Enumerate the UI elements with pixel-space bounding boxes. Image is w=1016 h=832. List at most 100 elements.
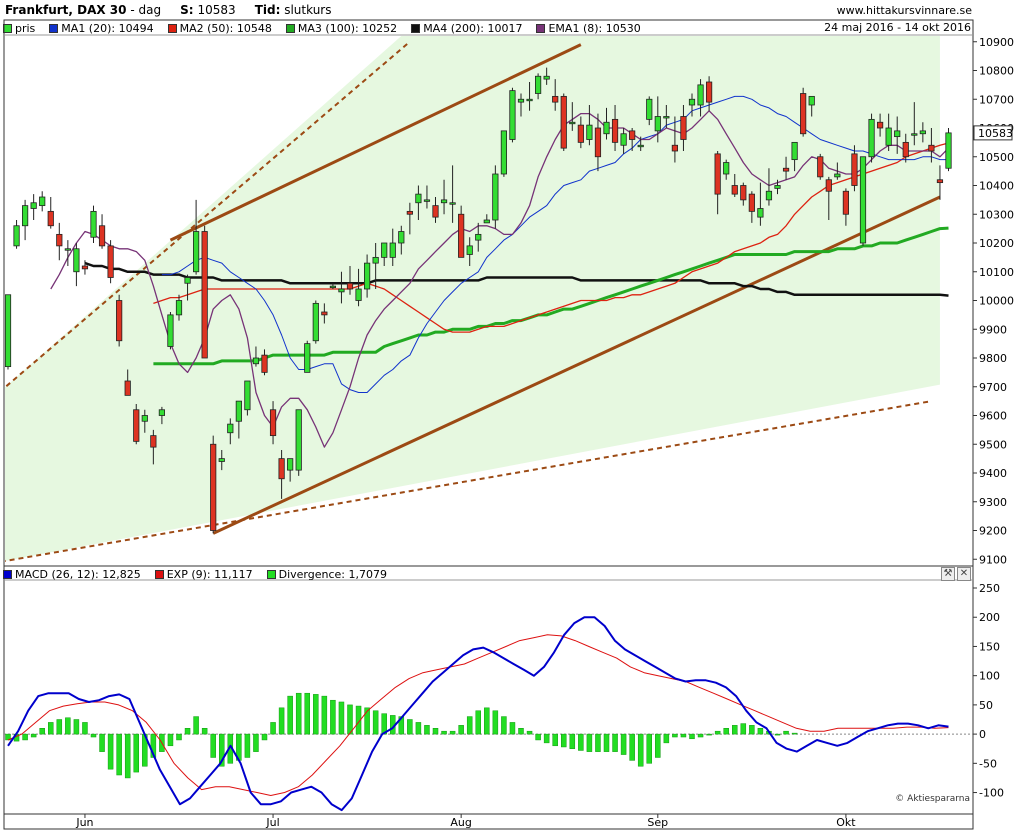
candle-body <box>774 185 781 189</box>
divergence-bar <box>543 733 550 744</box>
x-tick-label: Okt <box>836 816 856 829</box>
divergence-bar <box>706 733 712 736</box>
y-tick-label: 9200 <box>979 525 1007 538</box>
macd-line <box>7 616 949 812</box>
close-icon[interactable]: ✕ <box>957 567 971 581</box>
x-tick-label: Jul <box>265 816 279 829</box>
divergence-bar <box>526 730 533 735</box>
trendline <box>5 400 932 563</box>
candle-body <box>192 231 200 273</box>
chart-header: Frankfurt, DAX 30 - dag S: 10583 Tid: sl… <box>0 0 1016 20</box>
time-label: Tid: <box>254 3 281 17</box>
candle-body <box>714 153 721 195</box>
divergence-bar <box>321 695 328 735</box>
price-legend-item: EMA1 (8): 10530 <box>536 21 641 35</box>
candle-body <box>552 95 559 103</box>
candle-body <box>945 132 952 169</box>
y-tick-label: 10900 <box>979 36 1014 49</box>
candle-body <box>13 225 20 247</box>
candle-body <box>252 357 260 365</box>
divergence-bar <box>48 722 54 735</box>
channel-fill <box>5 36 940 562</box>
divergence-bar <box>723 728 729 735</box>
divergence-bar <box>663 733 670 744</box>
divergence-bar <box>629 733 635 761</box>
divergence-bar <box>278 707 285 735</box>
legend-label: MA3 (100): 10252 <box>297 21 398 35</box>
divergence-bar <box>90 733 97 738</box>
candle-body <box>304 343 311 373</box>
divergence-bar <box>167 733 174 747</box>
y-tick-label: 9400 <box>979 467 1007 480</box>
candle-body <box>363 262 371 290</box>
candle-body <box>218 458 225 462</box>
last-price-tag <box>973 125 1013 141</box>
candle-body <box>740 185 747 201</box>
divergence-bar <box>603 733 610 752</box>
divergence-bar <box>82 722 88 735</box>
candle-body <box>295 409 302 471</box>
trendline <box>169 43 582 242</box>
legend-label: EXP (9): 11,117 <box>166 567 253 581</box>
candle-body <box>757 208 764 218</box>
price-plot <box>5 40 952 563</box>
y-tick-label: 9500 <box>979 438 1007 451</box>
divergence-bar <box>774 733 781 736</box>
y-tick-label: 10700 <box>979 93 1014 106</box>
candle-body <box>731 185 738 195</box>
divergence-bar <box>578 733 584 751</box>
price-legend-item: MA1 (20): 10494 <box>49 22 154 35</box>
candle-body <box>415 193 422 204</box>
candle-body <box>244 380 251 411</box>
candle-body <box>697 84 704 106</box>
divergence-bar <box>150 733 157 758</box>
legend-swatch <box>285 23 295 33</box>
candle-body <box>842 190 850 215</box>
candle-body <box>269 409 277 437</box>
divergence-bar <box>193 716 199 735</box>
divergence-bar <box>535 733 541 741</box>
last-label: S: <box>180 3 194 17</box>
candle-body <box>21 205 29 227</box>
candle-body <box>329 285 337 289</box>
divergence-bar <box>620 733 627 755</box>
divergence-bar <box>338 701 345 735</box>
divergence-bar <box>65 717 71 735</box>
legend-swatch <box>536 23 546 33</box>
candle-body <box>30 202 37 209</box>
candle-body <box>175 300 183 316</box>
divergence-bar <box>56 719 63 735</box>
candle-body <box>569 121 576 125</box>
price-legend: pris MA1 (20): 10494 MA2 (50): 10548 MA3 (1… <box>3 21 655 35</box>
divergence-bar <box>133 733 139 773</box>
time-value: slutkurs <box>284 3 332 17</box>
divergence-bar <box>355 705 362 735</box>
candle-body <box>261 354 268 373</box>
divergence-bar <box>415 722 422 735</box>
candle-body <box>210 443 217 531</box>
divergence-bar <box>749 725 755 735</box>
divergence-bar <box>364 707 370 735</box>
candle-body <box>517 98 525 103</box>
y-tick-label: 200 <box>979 611 1000 624</box>
candle-body <box>646 98 653 120</box>
y-tick-label: 10500 <box>979 151 1014 164</box>
legend-swatch <box>49 23 59 33</box>
divergence-bar <box>201 728 208 735</box>
candle-body <box>39 196 46 207</box>
candle-body <box>449 202 456 205</box>
y-tick-label: 9800 <box>979 352 1007 365</box>
divergence-bar <box>484 707 490 735</box>
divergence-bar <box>466 716 473 735</box>
candle-body <box>594 127 602 158</box>
period: dag <box>138 3 162 17</box>
last-value: 10583 <box>197 3 236 17</box>
candle-body <box>90 210 97 238</box>
site-link[interactable]: www.hittakursvinnare.se <box>836 4 972 17</box>
ma1-line <box>161 95 949 393</box>
last-price-tag-label: 10583 <box>978 127 1013 140</box>
zoom-icon[interactable]: ⚒ <box>941 567 955 581</box>
candle-body <box>654 116 661 132</box>
legend-label: EMA1 (8): 10530 <box>548 21 641 35</box>
candle-body <box>765 190 773 201</box>
